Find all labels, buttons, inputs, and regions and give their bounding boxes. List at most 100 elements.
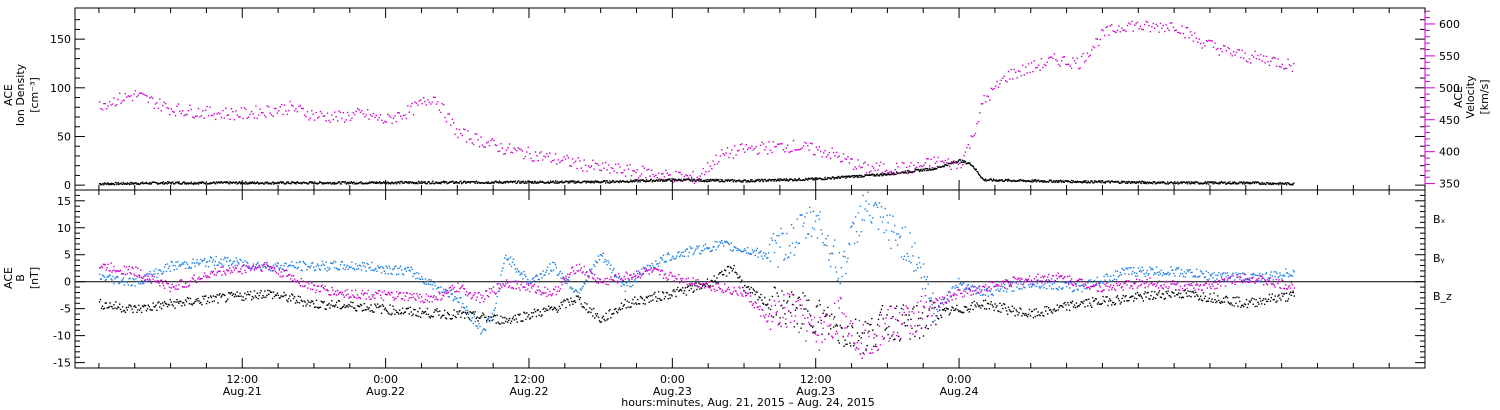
data-point <box>610 182 612 184</box>
data-point <box>220 258 222 261</box>
data-point <box>186 296 189 299</box>
data-point <box>452 314 454 316</box>
data-point <box>637 181 639 183</box>
data-point <box>842 153 845 155</box>
data-point <box>1045 310 1047 312</box>
data-point <box>599 182 602 184</box>
data-point <box>253 268 256 270</box>
data-point <box>683 255 686 257</box>
data-point <box>1133 181 1135 184</box>
data-point <box>120 102 122 104</box>
data-point <box>790 291 793 293</box>
data-point <box>403 311 406 313</box>
data-point <box>1053 180 1056 182</box>
data-point <box>864 173 866 176</box>
data-point <box>668 178 670 180</box>
data-point <box>164 302 167 305</box>
data-point <box>719 155 722 157</box>
data-point <box>1052 288 1055 290</box>
data-point <box>122 277 125 279</box>
data-point <box>298 105 300 108</box>
data-point <box>565 306 567 309</box>
data-point <box>728 156 730 159</box>
data-point <box>1050 311 1053 313</box>
data-point <box>1184 37 1186 39</box>
data-point <box>1146 181 1148 184</box>
data-point <box>157 302 159 304</box>
data-point <box>722 274 724 276</box>
data-point <box>911 327 913 329</box>
data-point <box>233 296 236 298</box>
data-point <box>480 316 482 318</box>
data-point <box>226 260 228 263</box>
data-point <box>186 263 189 266</box>
data-point <box>921 165 924 168</box>
data-point <box>814 220 817 222</box>
data-point <box>863 219 865 222</box>
data-point <box>625 175 627 177</box>
data-point <box>811 177 813 179</box>
data-point <box>587 181 589 183</box>
data-point <box>401 180 403 183</box>
data-point <box>1192 40 1195 42</box>
data-point <box>229 259 232 262</box>
data-point <box>1031 179 1033 181</box>
bottom-tick-label: -10 <box>53 330 71 343</box>
data-point <box>1263 298 1265 300</box>
data-point <box>631 302 633 304</box>
data-point <box>659 297 661 300</box>
data-point <box>466 309 469 312</box>
data-point <box>952 286 954 288</box>
data-point <box>962 282 965 284</box>
data-point <box>463 180 465 183</box>
data-point <box>240 107 243 109</box>
data-point <box>393 308 395 311</box>
data-point <box>304 301 306 303</box>
data-point <box>831 313 833 315</box>
data-point <box>799 179 802 182</box>
data-point <box>275 107 277 110</box>
data-point <box>470 181 473 183</box>
data-point <box>800 214 802 217</box>
data-point <box>793 179 795 182</box>
top-right-tick-label: 550 <box>1439 50 1460 63</box>
data-point <box>1234 297 1236 299</box>
data-point <box>1082 285 1084 287</box>
data-point <box>1283 183 1286 185</box>
data-point <box>983 299 985 302</box>
data-point <box>721 240 723 242</box>
data-point <box>1088 279 1090 282</box>
data-point <box>503 322 505 324</box>
data-point <box>572 287 574 290</box>
data-point <box>916 305 918 307</box>
data-point <box>728 243 731 246</box>
data-point <box>853 242 856 245</box>
data-point <box>1286 182 1289 184</box>
data-point <box>220 181 223 183</box>
data-point <box>441 291 443 293</box>
data-point <box>800 327 802 329</box>
data-point <box>368 267 370 269</box>
data-point <box>150 96 152 98</box>
data-point <box>404 267 407 270</box>
data-point <box>292 264 294 267</box>
data-point <box>424 100 426 103</box>
data-point <box>167 107 170 110</box>
data-point <box>265 296 267 298</box>
data-point <box>913 270 915 272</box>
data-point <box>111 183 113 186</box>
data-point <box>279 267 281 269</box>
data-point <box>755 180 757 182</box>
data-point <box>348 114 350 117</box>
data-point <box>949 162 951 165</box>
data-point <box>284 182 286 185</box>
data-point <box>625 181 628 183</box>
data-point <box>767 257 769 259</box>
data-point <box>206 105 208 108</box>
data-point <box>1142 182 1144 184</box>
data-point <box>444 290 447 293</box>
data-point <box>762 258 764 260</box>
data-point <box>662 292 665 294</box>
data-point <box>270 114 273 116</box>
data-point <box>273 183 275 185</box>
